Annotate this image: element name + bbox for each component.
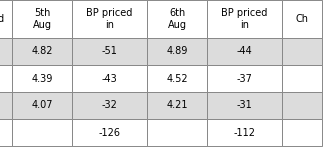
Text: BP priced
in: BP priced in xyxy=(86,8,133,30)
Bar xyxy=(207,119,282,146)
Text: 4.39: 4.39 xyxy=(31,73,53,84)
Text: -43: -43 xyxy=(102,73,117,84)
Text: -37: -37 xyxy=(237,73,252,84)
Text: -51: -51 xyxy=(101,47,117,56)
Bar xyxy=(282,119,322,146)
Bar xyxy=(282,65,322,92)
Text: 6th
Aug: 6th Aug xyxy=(168,8,187,30)
Bar xyxy=(0,38,12,65)
Bar xyxy=(12,0,72,38)
Bar xyxy=(207,92,282,119)
Text: -32: -32 xyxy=(101,100,117,111)
Text: BP priced
in: BP priced in xyxy=(221,8,268,30)
Bar xyxy=(147,119,207,146)
Text: Ch: Ch xyxy=(295,14,308,24)
Bar xyxy=(0,0,12,38)
Bar xyxy=(147,65,207,92)
Text: 4.21: 4.21 xyxy=(166,100,188,111)
Bar xyxy=(282,92,322,119)
Bar xyxy=(207,65,282,92)
Text: 4.89: 4.89 xyxy=(166,47,188,56)
Bar xyxy=(12,65,72,92)
Bar xyxy=(72,65,147,92)
Bar xyxy=(282,38,322,65)
Bar xyxy=(72,119,147,146)
Bar xyxy=(12,38,72,65)
Bar xyxy=(72,92,147,119)
Bar xyxy=(0,65,12,92)
Bar xyxy=(147,92,207,119)
Text: 5th
Aug: 5th Aug xyxy=(32,8,52,30)
Text: -112: -112 xyxy=(234,128,256,137)
Bar xyxy=(147,0,207,38)
Bar xyxy=(12,92,72,119)
Bar xyxy=(0,92,12,119)
Text: 4.07: 4.07 xyxy=(31,100,53,111)
Bar xyxy=(72,38,147,65)
Text: 4.52: 4.52 xyxy=(166,73,188,84)
Bar xyxy=(207,38,282,65)
Bar xyxy=(12,119,72,146)
Text: -31: -31 xyxy=(237,100,252,111)
Text: d: d xyxy=(0,14,4,24)
Bar xyxy=(282,0,322,38)
Text: -126: -126 xyxy=(98,128,121,137)
Text: -44: -44 xyxy=(237,47,252,56)
Bar xyxy=(207,0,282,38)
Text: 4.82: 4.82 xyxy=(31,47,53,56)
Bar xyxy=(147,38,207,65)
Bar xyxy=(0,119,12,146)
Bar xyxy=(72,0,147,38)
